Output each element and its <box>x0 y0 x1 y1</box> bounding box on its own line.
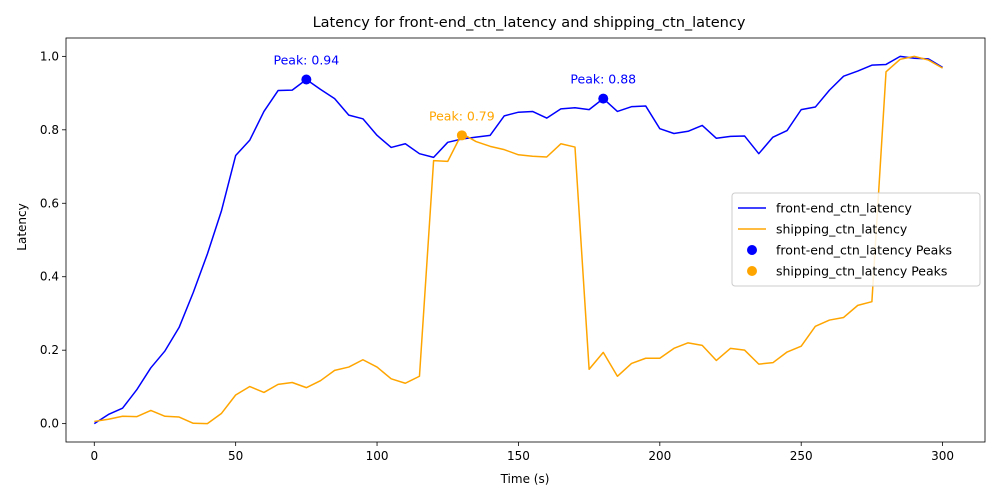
x-tick-label-2: 100 <box>366 449 389 463</box>
legend-label-2: front-end_ctn_latency Peaks <box>776 243 952 258</box>
series-line-1 <box>94 55 943 425</box>
x-tick-label-0: 0 <box>90 449 98 463</box>
legend-marker-2 <box>747 245 757 255</box>
y-tick-label-3: 0.6 <box>40 196 59 210</box>
x-tick-label-4: 200 <box>648 449 671 463</box>
y-tick-label-4: 0.8 <box>40 123 59 137</box>
legend-label-1: shipping_ctn_latency <box>776 222 908 237</box>
plot-area: Peak: 0.94 Peak: 0.79 Peak: 0.88 0 50 100 150 2… <box>40 37 986 463</box>
legend-label-0: front-end_ctn_latency <box>776 201 913 216</box>
legend-label-3: shipping_ctn_latency Peaks <box>776 264 947 279</box>
series-line-0 <box>93 55 943 425</box>
x-axis-label: Time (s) <box>500 472 550 486</box>
y-tick-label-0: 0.0 <box>40 417 59 431</box>
x-tick-label-1: 50 <box>228 449 243 463</box>
chart-title: Latency for front-end_ctn_latency and sh… <box>313 15 746 31</box>
x-tick-label-6: 300 <box>931 449 954 463</box>
peak-label-1: Peak: 0.79 <box>429 108 495 123</box>
y-tick-label-2: 0.4 <box>40 270 59 284</box>
x-tick-label-5: 250 <box>790 449 813 463</box>
y-axis-label: Latency <box>15 203 29 250</box>
y-tick-label-1: 0.2 <box>40 343 59 357</box>
x-tick-label-3: 150 <box>507 449 530 463</box>
peak-marker-1 <box>456 130 467 141</box>
legend-marker-3 <box>747 266 757 276</box>
plot-frame <box>65 37 986 443</box>
peak-marker-0 <box>301 74 312 85</box>
peak-label-2: Peak: 0.88 <box>570 72 636 87</box>
peak-label-0: Peak: 0.94 <box>274 53 340 68</box>
legend-box <box>731 192 981 287</box>
y-tick-label-5: 1.0 <box>40 49 59 63</box>
legend: front-end_ctn_latency shipping_ctn_latenc… <box>731 192 981 287</box>
peak-marker-2 <box>598 93 609 104</box>
